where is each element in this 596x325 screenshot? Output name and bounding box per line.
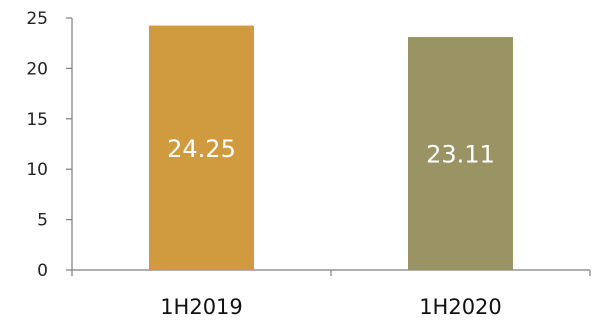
y-tick-label: 10	[26, 160, 48, 180]
y-tick-label: 5	[37, 211, 48, 231]
bar-1H2020	[408, 37, 513, 270]
category-labels: 1H2019 1H2020	[160, 295, 502, 319]
data-label-1H2020: 23.11	[426, 141, 495, 169]
x-axis	[71, 269, 591, 276]
category-label-1H2020: 1H2020	[419, 295, 502, 319]
y-tick-label: 25	[26, 9, 48, 29]
bars	[149, 25, 513, 271]
bar-1H2019	[149, 25, 254, 271]
y-tick-label: 15	[26, 110, 48, 130]
category-label-1H2019: 1H2019	[160, 295, 243, 319]
data-label-1H2019: 24.25	[167, 135, 236, 163]
data-labels: 24.25 23.11	[167, 135, 495, 169]
y-axis: 0 5 10 15 20 25	[26, 9, 73, 281]
y-tick-label: 0	[37, 261, 48, 281]
y-tick-label: 20	[26, 59, 48, 79]
